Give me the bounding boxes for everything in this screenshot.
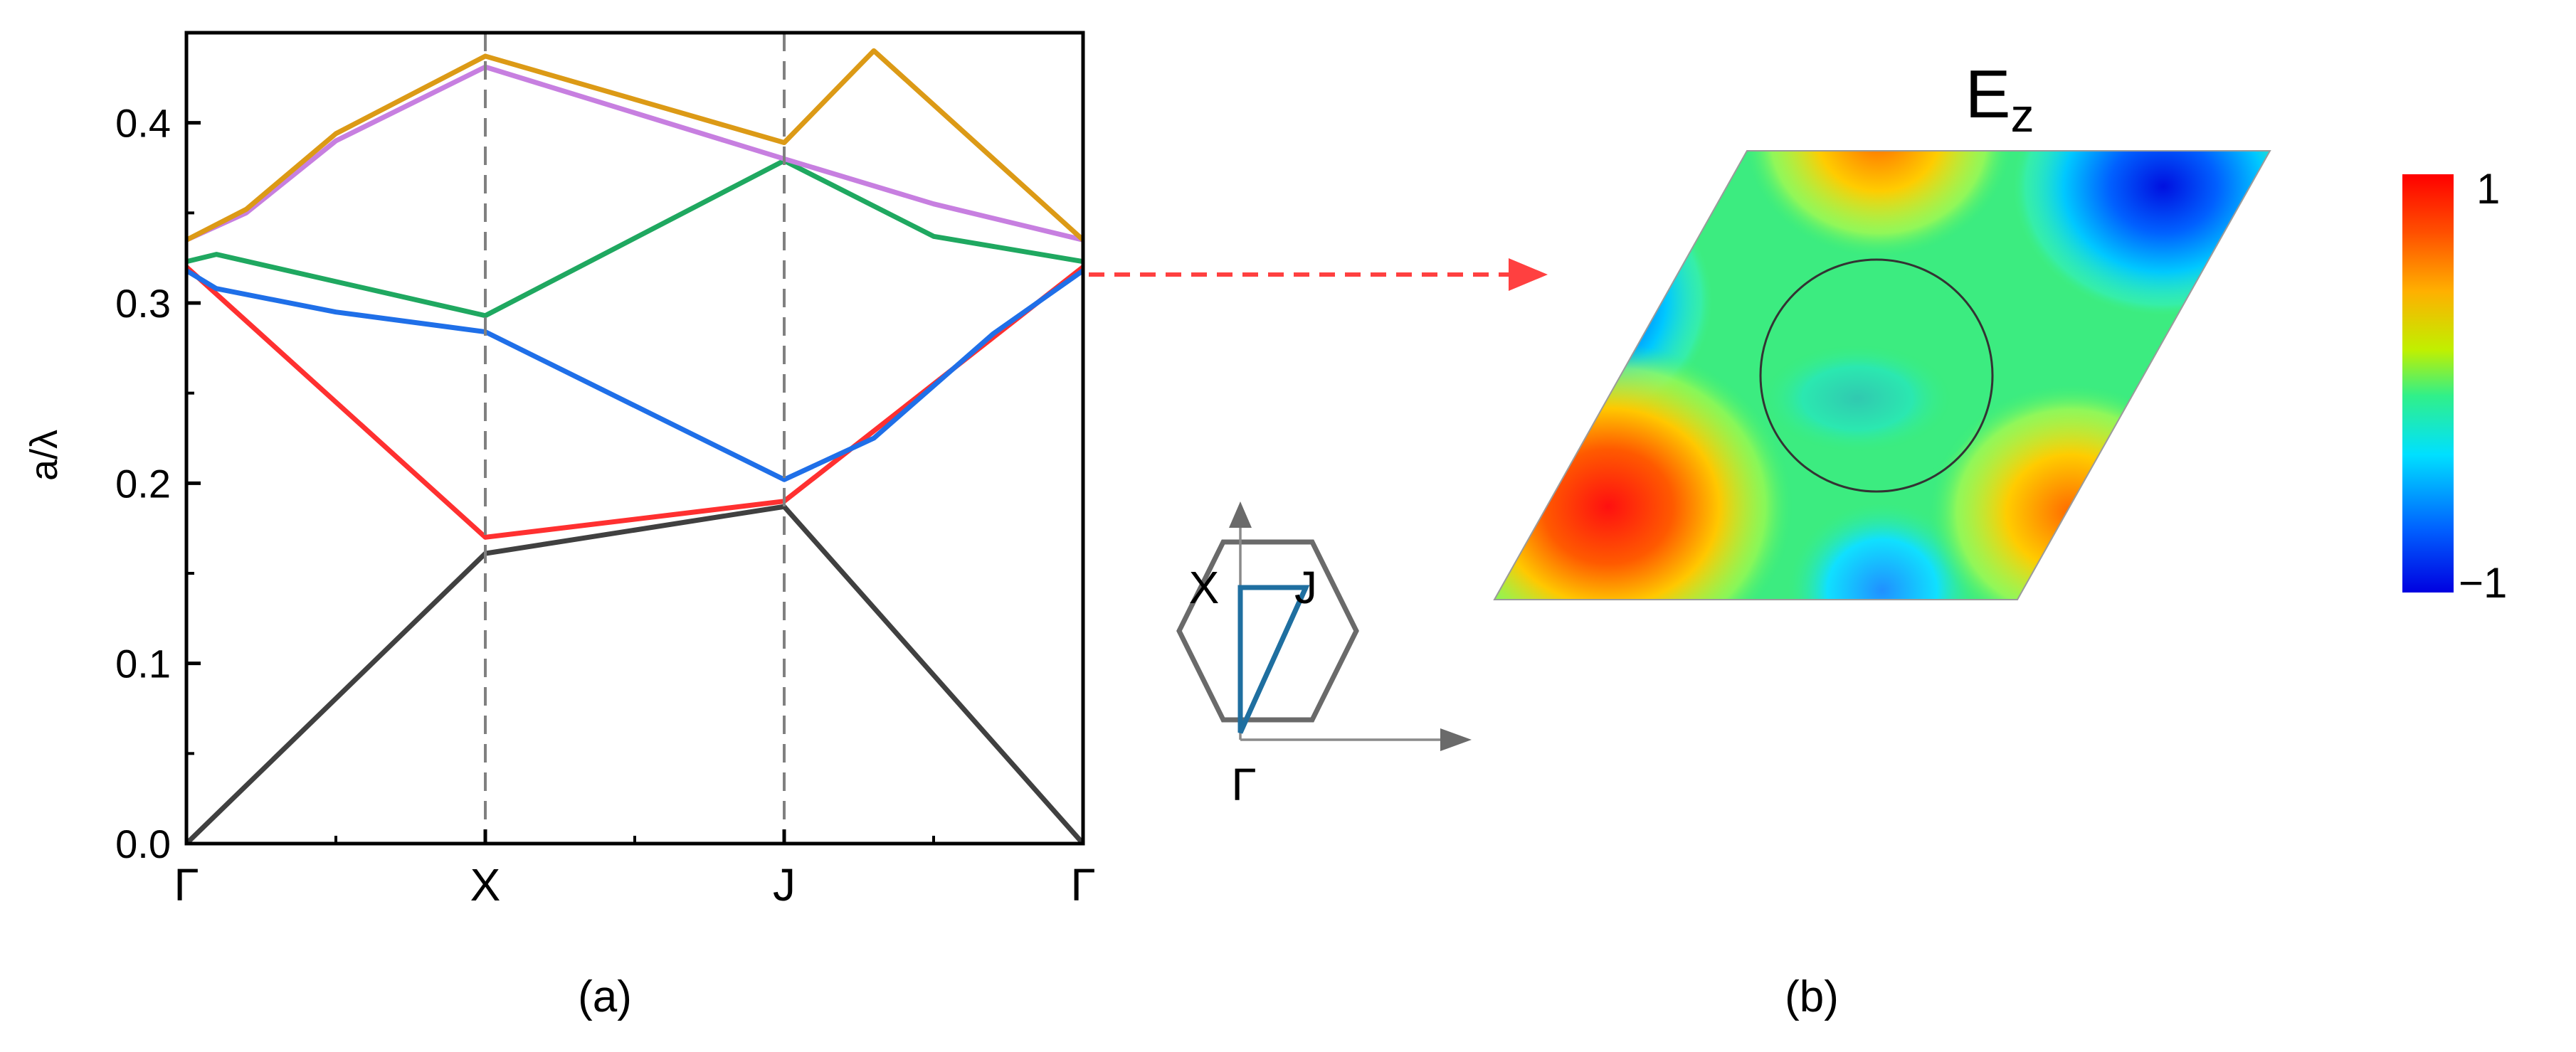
panel-label-a: (a)	[578, 972, 632, 1021]
unit-cell-outline	[1493, 150, 2271, 600]
x-kpoint-label: Γ	[174, 859, 199, 910]
band-line-1	[184, 504, 1085, 846]
band-diagram-panel: 0.0 0.1 0.2 0.3 0.4 Γ X J Γ a/λ (a)	[23, 31, 1096, 1021]
gamma-j-path	[1237, 586, 1309, 734]
bz-label-gamma: Γ	[1231, 759, 1256, 810]
y-tick-label: 0.3	[115, 281, 171, 326]
field-map-panel: Ez 1 −1 (b)	[1493, 56, 2507, 1021]
x-kpoint-label: J	[773, 859, 796, 910]
band-line-4	[186, 158, 1084, 319]
colorbar	[2402, 174, 2454, 593]
y-tick-label: 0.2	[115, 461, 171, 506]
panel-label-b: (b)	[1785, 972, 1839, 1021]
y-axis-ticks: 0.0 0.1 0.2 0.3 0.4	[115, 101, 201, 866]
x-kpoint-label: Γ	[1070, 859, 1095, 910]
y-tick-label: 0.0	[115, 822, 171, 866]
kpoint-dividers	[484, 33, 786, 844]
band-line-6	[185, 48, 1085, 243]
y-tick-label: 0.1	[115, 642, 171, 686]
band-line-3	[185, 268, 1085, 482]
band-line-5	[185, 64, 1084, 243]
heatmap-title-subscript: z	[2011, 89, 2034, 142]
ky-arrowhead-icon	[1229, 501, 1252, 528]
heatmap-title: Ez	[1965, 56, 2034, 142]
rod-outline	[1759, 258, 1994, 493]
y-tick-label: 0.4	[115, 101, 171, 146]
heatmap-title-main: E	[1965, 56, 2010, 132]
x-kpoint-label: X	[470, 859, 501, 910]
brillouin-zone-inset: X J Γ	[1176, 501, 1472, 810]
colorbar-max-label: 1	[2476, 165, 2500, 213]
colorbar-min-label: −1	[2459, 559, 2507, 607]
kx-arrowhead-icon	[1440, 728, 1472, 751]
bz-label-x: X	[1189, 562, 1220, 613]
brillouin-hexagon	[1176, 539, 1359, 723]
y-axis-label: a/λ	[23, 430, 65, 481]
bz-label-j: J	[1294, 562, 1317, 613]
ez-heatmap	[1494, 151, 2270, 600]
band-lines	[184, 48, 1085, 846]
arrowhead-icon	[1509, 258, 1548, 291]
